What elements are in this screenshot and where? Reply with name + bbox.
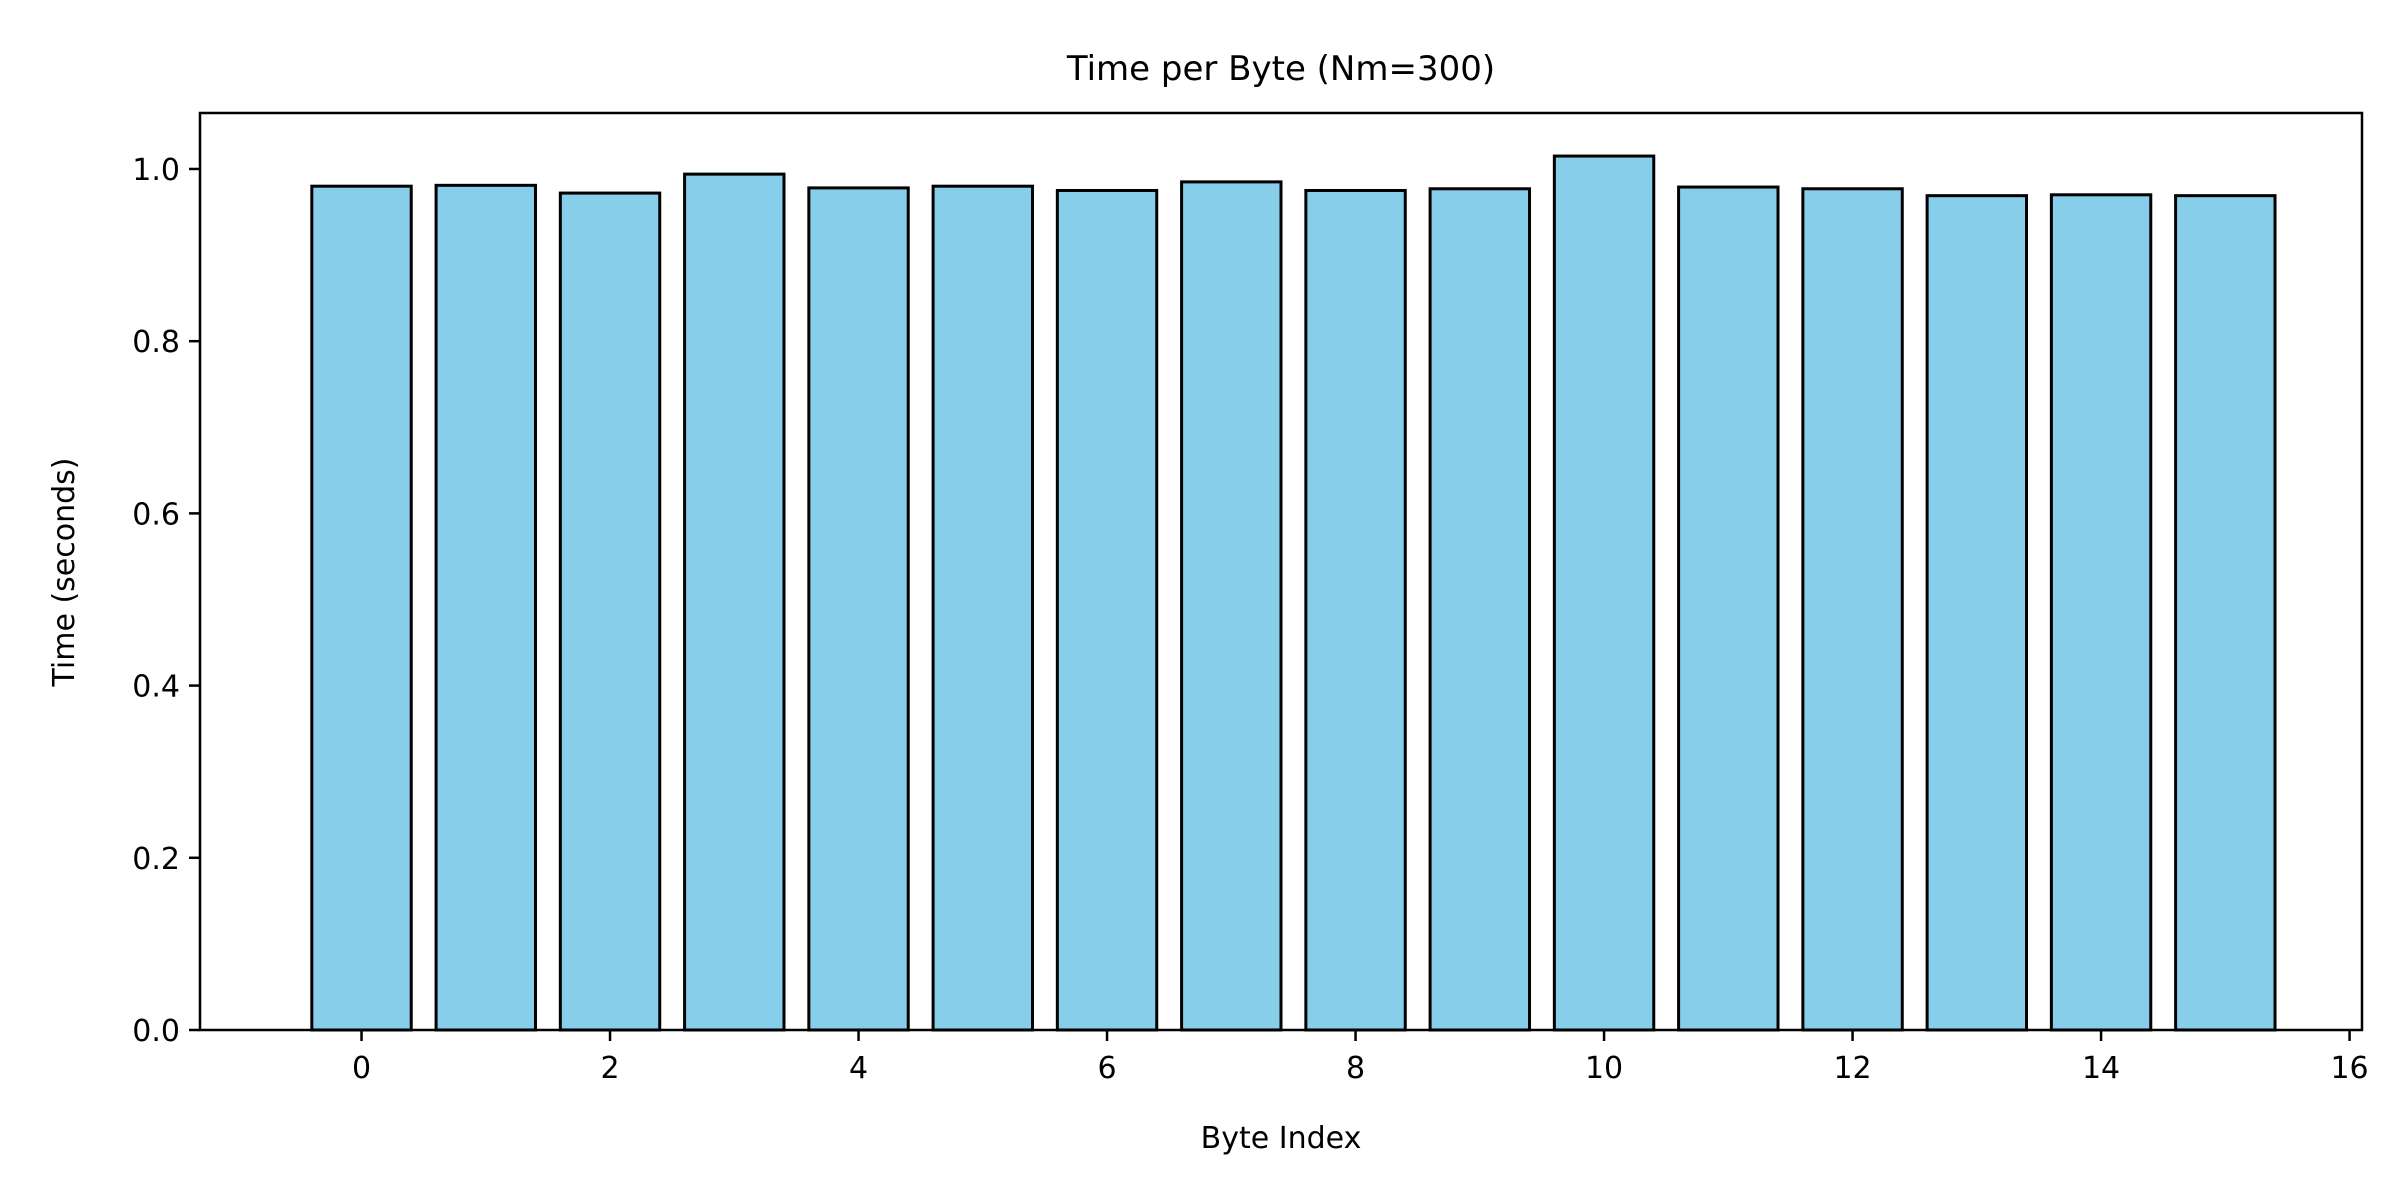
y-tick-label: 0.2 bbox=[132, 842, 180, 877]
x-tick-label: 6 bbox=[1097, 1051, 1116, 1086]
bar-8 bbox=[1304, 188, 1407, 1032]
bar-11 bbox=[1677, 185, 1780, 1032]
x-tick-label: 10 bbox=[1585, 1051, 1623, 1086]
chart-title: Time per Byte (Nm=300) bbox=[1066, 49, 1495, 89]
bar-13 bbox=[1925, 194, 2029, 1032]
x-tick-label: 14 bbox=[2082, 1051, 2120, 1086]
y-axis-ticks: 0.0 0.2 0.4 0.6 0.8 1.0 bbox=[132, 153, 200, 1049]
x-axis-label: Byte Index bbox=[1201, 1121, 1362, 1156]
y-axis-label: Time (seconds) bbox=[47, 458, 82, 688]
x-axis-ticks: 0 2 4 6 8 10 12 14 16 bbox=[352, 1030, 2369, 1086]
bar-4 bbox=[807, 186, 910, 1032]
bar-9 bbox=[1428, 187, 1532, 1032]
axes-border bbox=[198, 111, 2364, 1032]
bar-14 bbox=[2049, 193, 2153, 1032]
bar-12 bbox=[1801, 187, 1904, 1032]
y-tick-label: 0.6 bbox=[132, 497, 180, 532]
y-tick-label: 0.8 bbox=[132, 325, 180, 360]
bar-2 bbox=[558, 191, 662, 1032]
bar-10 bbox=[1552, 154, 1656, 1032]
x-tick-label: 4 bbox=[849, 1051, 868, 1086]
bars-layer bbox=[310, 154, 2277, 1032]
y-tick-label: 0.4 bbox=[132, 670, 180, 705]
y-tick-label: 0.0 bbox=[132, 1014, 180, 1049]
bar-3 bbox=[683, 172, 786, 1032]
bar-15 bbox=[2174, 194, 2277, 1032]
x-tick-label: 12 bbox=[1833, 1051, 1871, 1086]
x-tick-label: 16 bbox=[2330, 1051, 2368, 1086]
y-tick-label: 1.0 bbox=[132, 153, 180, 188]
x-tick-label: 0 bbox=[352, 1051, 371, 1086]
x-tick-label: 2 bbox=[600, 1051, 619, 1086]
bar-0 bbox=[310, 184, 413, 1032]
bar-7 bbox=[1180, 180, 1283, 1032]
bar-6 bbox=[1055, 188, 1159, 1032]
axes-frame bbox=[198, 111, 2364, 1032]
x-tick-label: 8 bbox=[1346, 1051, 1365, 1086]
bar-5 bbox=[931, 184, 1034, 1032]
bar-1 bbox=[434, 183, 537, 1032]
